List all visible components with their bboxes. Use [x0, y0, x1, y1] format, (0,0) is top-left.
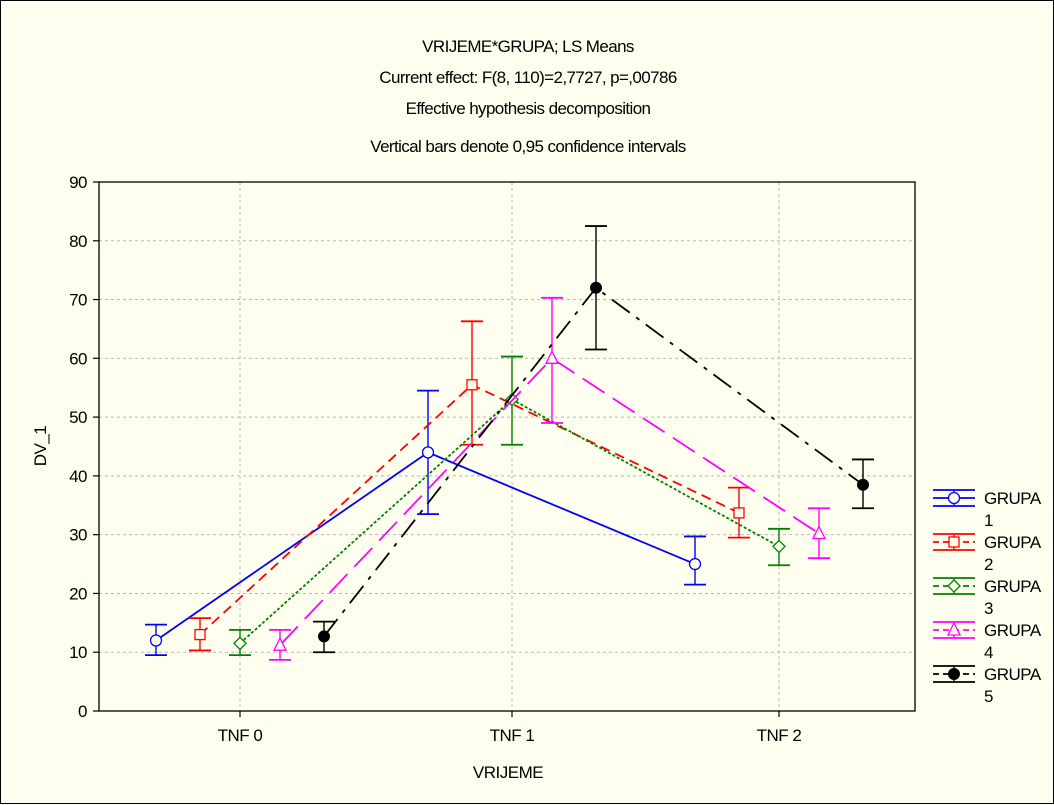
series-line — [323, 286, 864, 637]
series-layer — [145, 225, 874, 661]
grid-lines — [99, 182, 915, 711]
data-point — [272, 636, 288, 651]
data-point — [811, 525, 827, 540]
series-4 — [269, 296, 830, 661]
plot-area-border — [98, 181, 916, 712]
legend-marker — [948, 668, 960, 680]
chart-title-line-1: VRIJEME*GRUPA; LS Means — [422, 37, 634, 56]
data-point — [421, 446, 435, 459]
axes: 0 10 20 30 40 50 60 70 80 90 TNF 0 TNF 1 TNF 2 VRIJEM… — [31, 173, 916, 782]
data-point — [466, 379, 478, 391]
x-tick-label: TNF 1 — [490, 726, 535, 745]
legend-marker — [947, 491, 961, 505]
y-tick-label: 90 — [69, 173, 87, 192]
y-tick-label: 50 — [69, 408, 87, 427]
legend-marker — [947, 579, 961, 593]
legend-label: GRUPA 2 — [984, 533, 1042, 574]
y-tick-label: 30 — [69, 526, 87, 545]
data-point — [233, 636, 247, 651]
data-point — [772, 539, 786, 554]
y-tick-label: 80 — [69, 232, 87, 251]
x-tick-label: TNF 2 — [757, 726, 802, 745]
series-1 — [145, 389, 706, 657]
legend-label: GRUPA 1 — [984, 489, 1042, 530]
y-tick-label: 70 — [69, 291, 87, 310]
legend-item-2: GRUPA 2 — [933, 533, 1042, 574]
data-point — [194, 628, 206, 641]
chart-title-line-2: Current effect: F(8, 110)=2,7727, p=,007… — [379, 68, 677, 87]
y-tick-label: 10 — [69, 643, 87, 662]
chart-titles: VRIJEME*GRUPA; LS Means Current effect: F… — [370, 37, 686, 156]
y-tick-label: 20 — [69, 584, 87, 603]
chart-title-line-4: Vertical bars denote 0,95 confidence int… — [370, 137, 686, 156]
y-tick-label: 60 — [69, 349, 87, 368]
series-5 — [313, 225, 874, 654]
legend-item-4: GRUPA 4 — [933, 621, 1042, 662]
series-line — [279, 357, 820, 646]
legend-item-5: GRUPA 5 — [933, 665, 1042, 706]
data-point — [544, 349, 560, 364]
data-point — [149, 634, 163, 647]
series-line — [155, 451, 696, 642]
data-point — [318, 630, 330, 643]
y-axis-label: DV_1 — [31, 426, 50, 467]
data-point — [857, 478, 869, 491]
series-line — [239, 398, 780, 645]
legend-marker — [948, 536, 960, 548]
legend-label: GRUPA 3 — [984, 577, 1042, 618]
legend-label: GRUPA 4 — [984, 621, 1042, 662]
x-axis-label: VRIJEME — [473, 763, 543, 782]
data-point — [688, 557, 702, 571]
legend-item-3: GRUPA 3 — [933, 577, 1042, 618]
data-point — [733, 507, 745, 519]
legend-label: GRUPA 5 — [984, 665, 1042, 706]
data-point — [590, 281, 602, 294]
series-line — [199, 383, 740, 636]
y-tick-label: 40 — [69, 467, 87, 486]
series-2 — [189, 320, 750, 652]
legend-item-1: GRUPA 1 — [933, 489, 1042, 530]
chart-title-line-3: Effective hypothesis decomposition — [406, 99, 651, 118]
y-tick-label: 0 — [78, 702, 87, 721]
x-tick-label: TNF 0 — [218, 726, 263, 745]
legend-marker — [946, 621, 962, 636]
